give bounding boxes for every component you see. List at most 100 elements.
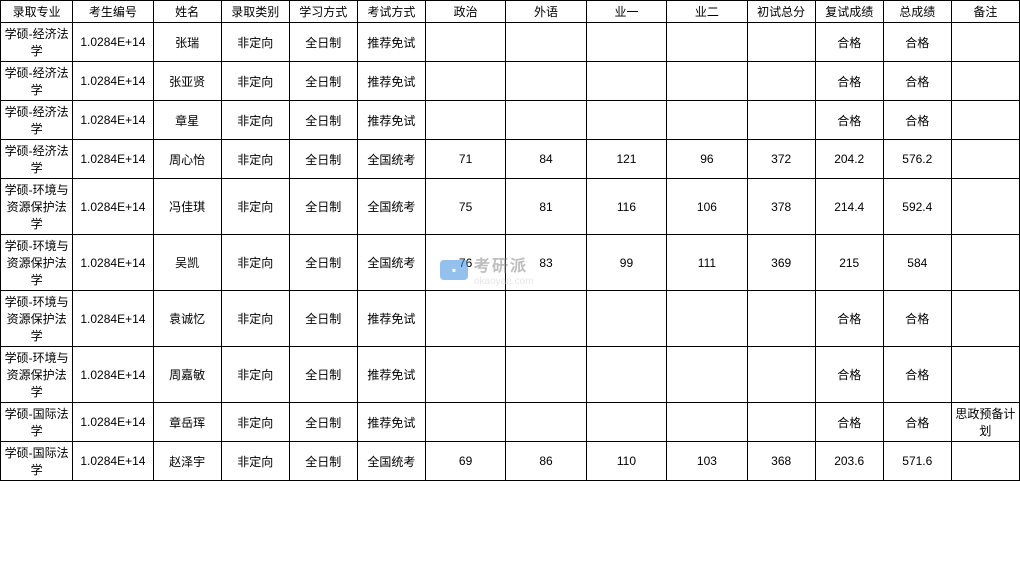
table-cell [425,101,505,140]
table-cell: 1.0284E+14 [73,347,153,403]
table-cell: 合格 [883,101,951,140]
table-cell: 吴凯 [153,235,221,291]
col-header: 业二 [667,1,747,23]
table-cell [667,403,747,442]
table-cell: 1.0284E+14 [73,101,153,140]
table-cell: 215 [815,235,883,291]
table-cell: 592.4 [883,179,951,235]
table-cell: 全日制 [289,291,357,347]
col-header: 业一 [586,1,666,23]
table-cell [586,62,666,101]
table-cell: 推荐免试 [357,403,425,442]
table-cell: 学硕-环境与资源保护法学 [1,179,73,235]
col-header: 学习方式 [289,1,357,23]
table-cell [506,62,586,101]
table-cell: 全国统考 [357,179,425,235]
table-cell: 110 [586,442,666,481]
table-cell [586,403,666,442]
table-cell: 1.0284E+14 [73,403,153,442]
table-cell: 99 [586,235,666,291]
table-cell: 全日制 [289,442,357,481]
table-header-row: 录取专业 考生编号 姓名 录取类别 学习方式 考试方式 政治 外语 业一 业二 … [1,1,1020,23]
table-cell [425,403,505,442]
table-cell: 周心怡 [153,140,221,179]
table-cell [506,403,586,442]
table-cell [667,23,747,62]
table-cell: 96 [667,140,747,179]
table-cell: 非定向 [221,235,289,291]
table-cell: 203.6 [815,442,883,481]
table-row: 学硕-环境与资源保护法学1.0284E+14冯佳琪非定向全日制全国统考75811… [1,179,1020,235]
col-header: 复试成绩 [815,1,883,23]
table-cell: 非定向 [221,62,289,101]
table-cell: 章岳珲 [153,403,221,442]
table-cell: 1.0284E+14 [73,23,153,62]
table-cell [951,347,1019,403]
table-cell [506,291,586,347]
table-cell: 全国统考 [357,235,425,291]
table-cell: 学硕-经济法学 [1,62,73,101]
table-cell: 76 [425,235,505,291]
col-header: 考生编号 [73,1,153,23]
table-cell: 全国统考 [357,442,425,481]
table-cell: 571.6 [883,442,951,481]
table-cell: 69 [425,442,505,481]
table-cell: 1.0284E+14 [73,179,153,235]
col-header: 姓名 [153,1,221,23]
table-cell: 袁诚忆 [153,291,221,347]
table-cell: 81 [506,179,586,235]
table-cell: 合格 [815,101,883,140]
table-cell: 1.0284E+14 [73,291,153,347]
table-cell: 全日制 [289,101,357,140]
table-row: 学硕-环境与资源保护法学1.0284E+14袁诚忆非定向全日制推荐免试合格合格 [1,291,1020,347]
table-cell [747,101,815,140]
table-cell: 全日制 [289,62,357,101]
table-cell: 合格 [883,291,951,347]
table-cell: 合格 [815,291,883,347]
table-cell: 周嘉敏 [153,347,221,403]
table-body: 学硕-经济法学1.0284E+14张瑞非定向全日制推荐免试合格合格学硕-经济法学… [1,23,1020,481]
col-header: 录取专业 [1,1,73,23]
table-cell [586,347,666,403]
table-cell: 1.0284E+14 [73,235,153,291]
table-cell: 204.2 [815,140,883,179]
table-row: 学硕-经济法学1.0284E+14周心怡非定向全日制全国统考7184121963… [1,140,1020,179]
table-cell [506,347,586,403]
table-cell: 368 [747,442,815,481]
table-cell: 合格 [883,23,951,62]
table-row: 学硕-国际法学1.0284E+14章岳珲非定向全日制推荐免试合格合格思政预备计划 [1,403,1020,442]
table-cell: 121 [586,140,666,179]
table-cell: 学硕-经济法学 [1,101,73,140]
table-cell: 106 [667,179,747,235]
table-cell: 71 [425,140,505,179]
table-cell [425,347,505,403]
table-cell: 1.0284E+14 [73,442,153,481]
table-row: 学硕-国际法学1.0284E+14赵泽宇非定向全日制全国统考6986110103… [1,442,1020,481]
table-cell: 83 [506,235,586,291]
table-cell [667,62,747,101]
table-row: 学硕-环境与资源保护法学1.0284E+14周嘉敏非定向全日制推荐免试合格合格 [1,347,1020,403]
table-cell: 576.2 [883,140,951,179]
table-cell: 全日制 [289,140,357,179]
table-cell: 学硕-经济法学 [1,140,73,179]
table-cell: 214.4 [815,179,883,235]
table-cell [506,23,586,62]
table-cell: 合格 [883,347,951,403]
table-cell: 非定向 [221,179,289,235]
table-cell: 合格 [815,62,883,101]
table-cell [951,291,1019,347]
table-cell [506,101,586,140]
table-cell: 75 [425,179,505,235]
table-cell: 学硕-国际法学 [1,403,73,442]
table-cell [747,62,815,101]
table-row: 学硕-经济法学1.0284E+14章星非定向全日制推荐免试合格合格 [1,101,1020,140]
table-cell: 章星 [153,101,221,140]
table-cell: 全日制 [289,179,357,235]
table-cell: 372 [747,140,815,179]
table-cell: 学硕-国际法学 [1,442,73,481]
table-cell [747,291,815,347]
table-cell: 全日制 [289,235,357,291]
col-header: 录取类别 [221,1,289,23]
table-row: 学硕-经济法学1.0284E+14张瑞非定向全日制推荐免试合格合格 [1,23,1020,62]
table-cell: 非定向 [221,140,289,179]
